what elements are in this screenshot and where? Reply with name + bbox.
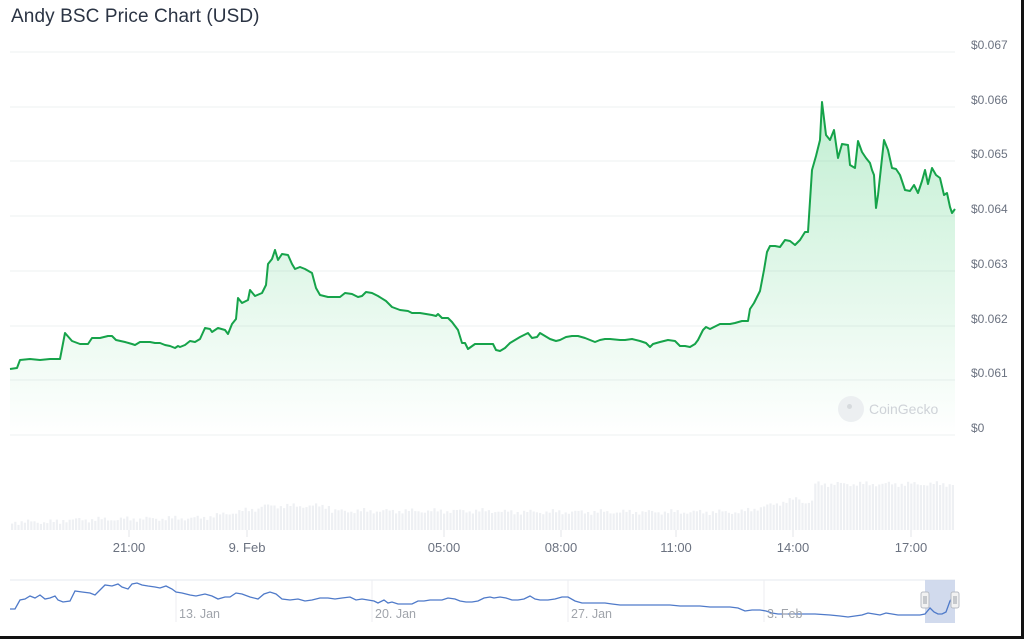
navigator-label: 13. Jan [179, 607, 221, 621]
x-axis-label: 14:00 [776, 540, 810, 555]
coingecko-watermark: CoinGecko [838, 396, 938, 422]
price-area [10, 102, 955, 435]
x-axis-label: 9. Feb [228, 540, 266, 555]
y-axis-label: $0.062 [971, 312, 1008, 326]
price-line [9, 101, 956, 370]
volume-bars [11, 481, 954, 530]
x-axis-label: 11:00 [660, 540, 692, 555]
x-axis-label: 17:00 [894, 540, 928, 555]
y-axis-label: $0.064 [971, 202, 1008, 216]
navigator[interactable] [10, 579, 960, 623]
navigator-label: 20. Jan [375, 607, 417, 621]
x-axis-label: 08:00 [544, 540, 578, 555]
y-axis-label: $0.063 [971, 257, 1008, 271]
x-axis-label: 21:00 [112, 540, 146, 555]
navigator-label: 27. Jan [571, 607, 613, 621]
y-axis-label: $0.067 [971, 38, 1008, 52]
x-ticks [128, 530, 912, 537]
watermark-text: CoinGecko [869, 401, 939, 417]
x-axis-label: 05:00 [427, 540, 461, 555]
navigator-line [10, 582, 954, 618]
frame-border [0, 636, 1024, 639]
chart-title: Andy BSC Price Chart (USD) [11, 6, 260, 27]
navigator-handle-right[interactable] [950, 591, 960, 609]
navigator-handle-left[interactable] [920, 591, 930, 609]
navigator-label: 3. Feb [767, 607, 803, 621]
frame-border [1021, 0, 1024, 639]
y-axis-label: $0 [971, 421, 985, 435]
gecko-logo-icon [838, 396, 864, 422]
y-axis-label: $0.065 [971, 147, 1008, 161]
y-axis-label: $0.066 [971, 93, 1008, 107]
y-axis-label: $0.061 [971, 366, 1008, 380]
